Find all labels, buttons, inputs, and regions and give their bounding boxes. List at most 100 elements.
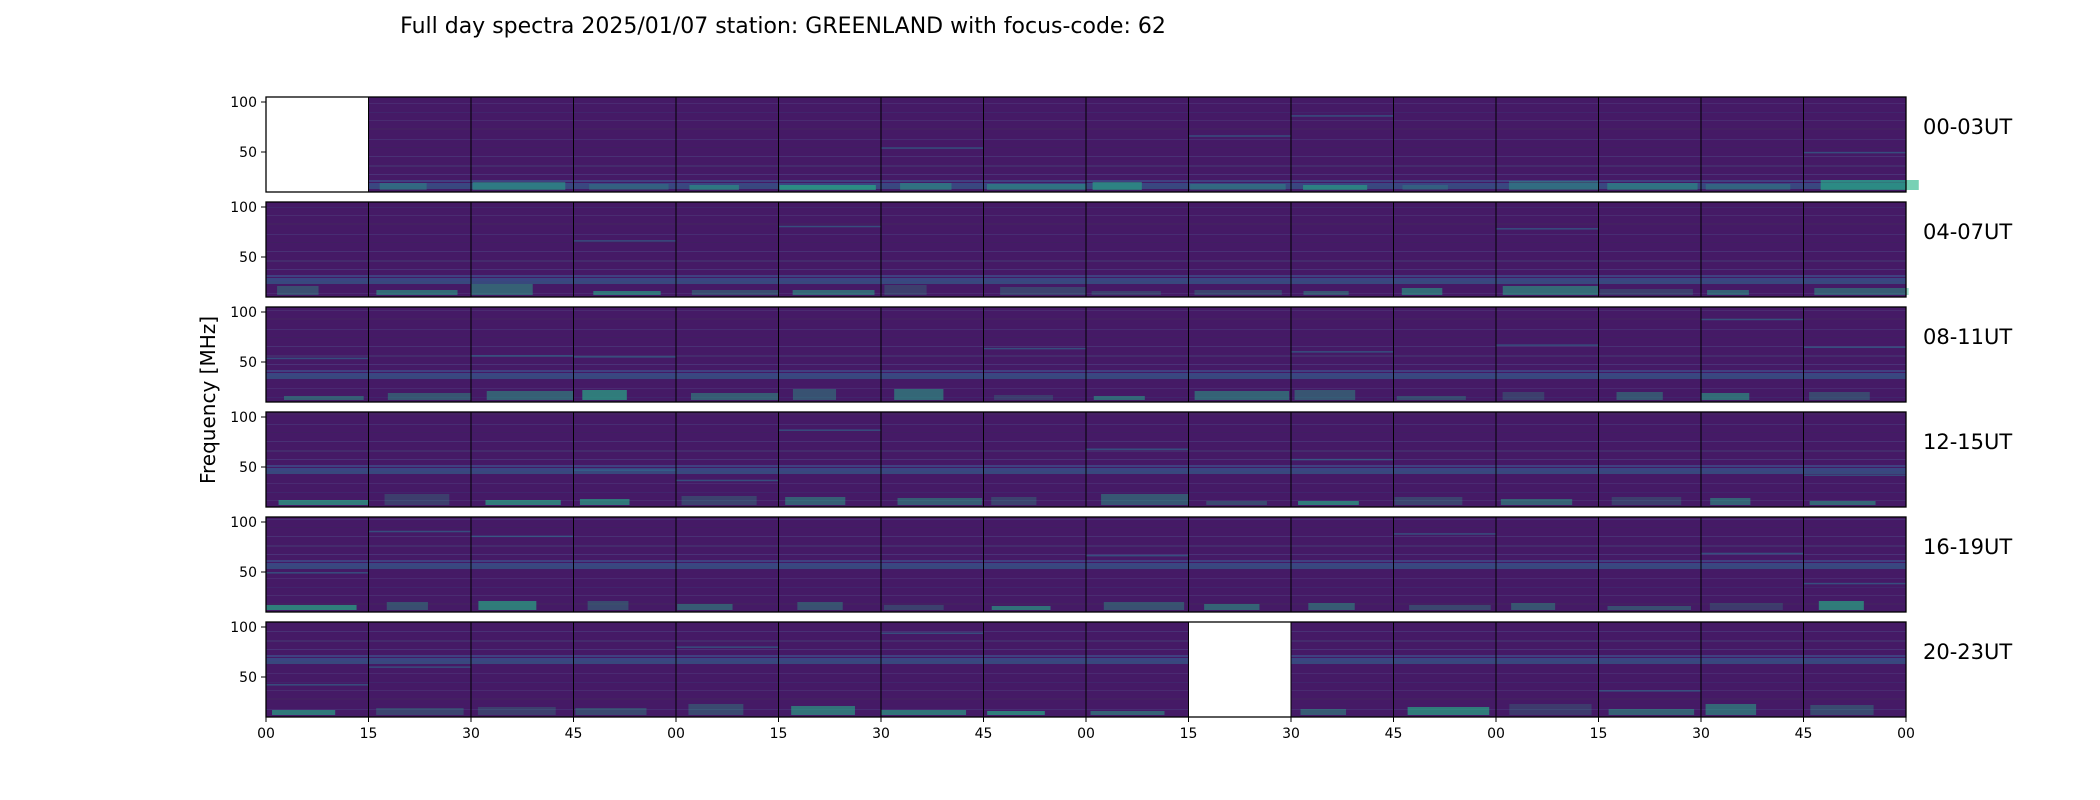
activity-band — [277, 286, 319, 295]
activity-band — [1204, 604, 1260, 610]
spectrum-panel — [778, 97, 881, 192]
activity-band — [1103, 602, 1185, 610]
activity-band — [593, 291, 661, 295]
spectrum-panel — [676, 307, 779, 402]
spectrum-panel — [881, 307, 984, 402]
spectrum-panel — [676, 412, 779, 507]
x-tick-label: 00 — [1897, 726, 1915, 742]
activity-band — [1608, 709, 1695, 715]
activity-band — [579, 499, 630, 505]
spectrum-panel — [676, 202, 779, 297]
y-tick-label: 50 — [239, 460, 257, 476]
activity-band — [1705, 184, 1791, 190]
activity-band — [477, 707, 556, 715]
interference-line — [1803, 151, 1906, 154]
activity-band — [1709, 603, 1783, 610]
x-tick-label: 15 — [1180, 726, 1198, 742]
spectrum-panel — [573, 202, 676, 297]
spectrum-panel — [471, 202, 574, 297]
spectrum-panel — [676, 622, 779, 717]
activity-band — [1402, 185, 1448, 190]
activity-band — [792, 389, 837, 400]
spectrum-panel — [778, 622, 881, 717]
activity-band — [486, 391, 582, 400]
spectrum-panel — [1598, 97, 1701, 192]
interference-line — [368, 530, 471, 533]
activity-band — [1394, 497, 1463, 505]
activity-band — [1409, 605, 1491, 610]
spectrum-panel — [1086, 517, 1189, 612]
activity-band — [278, 500, 372, 505]
activity-band — [987, 711, 1045, 715]
spectrum-panel — [471, 412, 574, 507]
interference-line — [676, 646, 779, 648]
spectrum-panel — [881, 622, 984, 717]
interference-line — [573, 356, 676, 358]
spectrum-panel — [1496, 97, 1599, 192]
missing-panel — [1188, 622, 1291, 717]
interference-line — [1086, 448, 1189, 450]
row-label: 20-23UT — [1923, 640, 2012, 664]
activity-band — [1502, 392, 1545, 400]
activity-band — [1194, 290, 1282, 295]
spectrum-panel — [1393, 622, 1496, 717]
activity-band — [1101, 494, 1197, 505]
spectrum-panel — [1803, 622, 1906, 717]
spectra-row: 100 50 08-11UT — [230, 305, 2012, 403]
activity-band — [894, 389, 944, 400]
spectrum-panel — [1393, 202, 1496, 297]
activity-band — [379, 183, 427, 190]
spectrum-panel — [1291, 622, 1394, 717]
activity-band — [471, 284, 533, 295]
y-tick-label: 50 — [239, 565, 257, 581]
x-tick-label: 15 — [770, 726, 788, 742]
spectrum-panel — [1598, 412, 1701, 507]
activity-band — [386, 602, 428, 610]
spectrum-panel — [1803, 97, 1906, 192]
spectrum-panel — [676, 97, 779, 192]
activity-band — [589, 184, 669, 190]
spectra-row: 100 50 12-15UT — [230, 410, 2012, 508]
interference-line — [676, 479, 779, 482]
activity-band — [376, 290, 458, 295]
activity-band — [1190, 184, 1286, 190]
spectrum-panel — [1803, 517, 1906, 612]
spectrum-panel — [983, 412, 1086, 507]
interference-line — [881, 632, 984, 634]
activity-band — [1090, 711, 1165, 715]
activity-band — [384, 494, 450, 505]
y-tick-label: 100 — [230, 200, 257, 216]
row-frame — [265, 201, 1907, 298]
spectrum-panel — [1188, 202, 1291, 297]
interference-line — [1496, 344, 1599, 346]
spectrum-panel — [1188, 517, 1291, 612]
activity-band — [1600, 289, 1693, 295]
y-tick-label: 100 — [230, 410, 257, 426]
activity-band — [283, 396, 364, 400]
activity-band — [1000, 287, 1091, 295]
spectrum-panel — [983, 517, 1086, 612]
interference-line — [1496, 228, 1599, 230]
x-tick-label: 00 — [1077, 726, 1095, 742]
activity-band — [691, 393, 778, 400]
y-tick-label: 100 — [230, 95, 257, 111]
spectra-row: 100 50 04-07UT — [230, 200, 2012, 298]
panel-grid: 100 50 00-03UT 100 50 04-07UT 100 50 08-11UT 100 5… — [230, 95, 2012, 742]
spectrum-panel — [471, 622, 574, 717]
row-frame — [265, 96, 1907, 193]
spectrum-panel — [983, 307, 1086, 402]
spectrum-panel — [1393, 412, 1496, 507]
spectrum-panel — [1598, 307, 1701, 402]
activity-band — [1298, 501, 1359, 505]
row-frame — [265, 411, 1907, 508]
row-label: 16-19UT — [1923, 535, 2012, 559]
x-tick-label: 45 — [975, 726, 993, 742]
spectrum-panel — [1291, 202, 1394, 297]
activity-band — [994, 395, 1053, 400]
interference-line — [1086, 554, 1189, 557]
spectrum-panel — [1803, 412, 1906, 507]
spectrum-panel — [881, 517, 984, 612]
spectrum-panel — [1393, 517, 1496, 612]
activity-band — [792, 290, 875, 295]
